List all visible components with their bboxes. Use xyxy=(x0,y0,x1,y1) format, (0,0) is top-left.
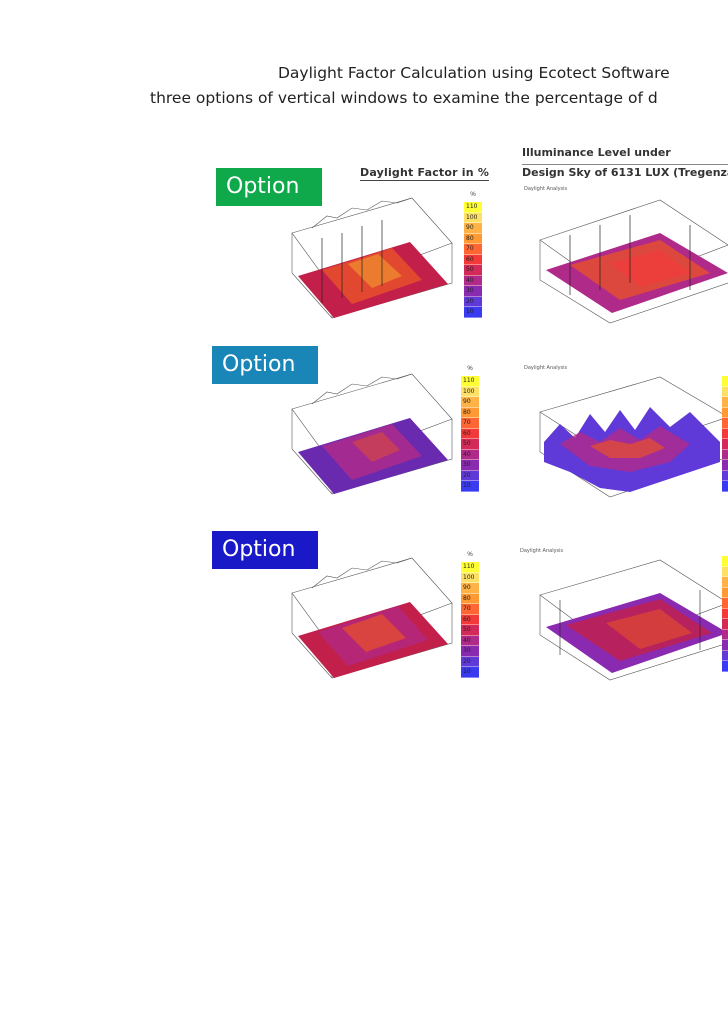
option-3-illuminance-legend-partial xyxy=(722,556,728,672)
legend-cell xyxy=(722,598,728,609)
legend-cell: 30 xyxy=(461,460,479,471)
legend-cell: 40 xyxy=(464,275,482,286)
legend-cell: 30 xyxy=(461,646,479,657)
legend-cell xyxy=(722,470,728,481)
legend-cell xyxy=(722,619,728,630)
legend-cell: 100 xyxy=(461,386,479,397)
legend-cell xyxy=(722,629,728,640)
legend-cell xyxy=(722,376,728,387)
option-2-legend: % 110 100 90 80 70 60 50 40 30 20 10 xyxy=(461,366,479,492)
option-1-daylight-render xyxy=(291,197,453,319)
legend-cell: 20 xyxy=(461,470,479,481)
legend-cell: 20 xyxy=(461,656,479,667)
legend-cell: 50 xyxy=(461,625,479,636)
legend-cell xyxy=(722,650,728,661)
legend-unit: % xyxy=(470,192,476,198)
legend-cell: 60 xyxy=(461,614,479,625)
legend-cell: 60 xyxy=(461,428,479,439)
legend-unit: % xyxy=(467,366,473,372)
legend-cell: 110 xyxy=(464,202,482,213)
legend-cell: 70 xyxy=(461,418,479,429)
legend-cell: 90 xyxy=(461,397,479,408)
legend-cell: 10 xyxy=(464,307,482,318)
legend-cell xyxy=(722,428,728,439)
legend-unit: % xyxy=(467,552,473,558)
option-1-legend: % 110 100 90 80 70 60 50 40 30 20 10 xyxy=(464,192,482,318)
legend-cell xyxy=(722,481,728,492)
legend-cell: 80 xyxy=(461,593,479,604)
render-label: Daylight Analysis xyxy=(524,365,568,371)
legend-cell xyxy=(722,386,728,397)
option-2-badge: Option 2 xyxy=(212,346,318,407)
option-1-illuminance-render xyxy=(539,199,728,324)
legend-cell xyxy=(722,460,728,471)
legend-cell xyxy=(722,661,728,672)
legend-cell: 90 xyxy=(461,583,479,594)
render-label: Daylight Analysis xyxy=(524,186,568,192)
option-3-legend: % 110 100 90 80 70 60 50 40 30 20 10 xyxy=(461,552,479,678)
legend-cell: 40 xyxy=(461,449,479,460)
legend-cell xyxy=(722,449,728,460)
daylight-factor-header: Daylight Factor in % xyxy=(360,166,490,181)
legend-cell: 80 xyxy=(464,233,482,244)
legend-cell: 50 xyxy=(461,439,479,450)
option-3-badge: Option 3 xyxy=(212,531,318,592)
legend-cell xyxy=(722,587,728,598)
legend-cell xyxy=(722,608,728,619)
render-label: Daylight Analysis xyxy=(520,548,564,554)
option-1-badge: Option 1 xyxy=(216,168,322,229)
legend-cell: 100 xyxy=(461,572,479,583)
legend-cell xyxy=(722,407,728,418)
legend-cell xyxy=(722,566,728,577)
legend-cell: 10 xyxy=(461,667,479,678)
illuminance-header-line-1: Illuminance Level under xyxy=(522,146,671,159)
legend-cell xyxy=(722,397,728,408)
legend-cell: 30 xyxy=(464,286,482,297)
title-line-1: Daylight Factor Calculation using Ecotec… xyxy=(278,64,670,82)
legend-cell: 70 xyxy=(464,244,482,255)
legend-cell xyxy=(722,439,728,450)
legend-cell: 50 xyxy=(464,265,482,276)
option-2-illuminance-render xyxy=(539,376,728,498)
legend-cell xyxy=(722,577,728,588)
legend-cell xyxy=(722,418,728,429)
legend-cell: 60 xyxy=(464,254,482,265)
option-2-daylight-render xyxy=(291,373,453,495)
legend-cell: 20 xyxy=(464,296,482,307)
legend-cell: 90 xyxy=(464,223,482,234)
legend-cell: 80 xyxy=(461,407,479,418)
legend-cell: 110 xyxy=(461,376,479,387)
option-3-illuminance-render xyxy=(539,559,728,681)
legend-cell: 100 xyxy=(464,212,482,223)
legend-cell: 110 xyxy=(461,562,479,573)
legend-cell: 10 xyxy=(461,481,479,492)
option-3-daylight-render xyxy=(291,557,453,679)
legend-cell: 70 xyxy=(461,604,479,615)
title-line-2: three options of vertical windows to exa… xyxy=(150,89,658,107)
legend-cell xyxy=(722,556,728,567)
legend-cell: 40 xyxy=(461,635,479,646)
option-2-illuminance-legend-partial xyxy=(722,376,728,492)
illuminance-header-line-2: Design Sky of 6131 LUX (Tregenza xyxy=(522,164,728,179)
legend-cell xyxy=(722,640,728,651)
